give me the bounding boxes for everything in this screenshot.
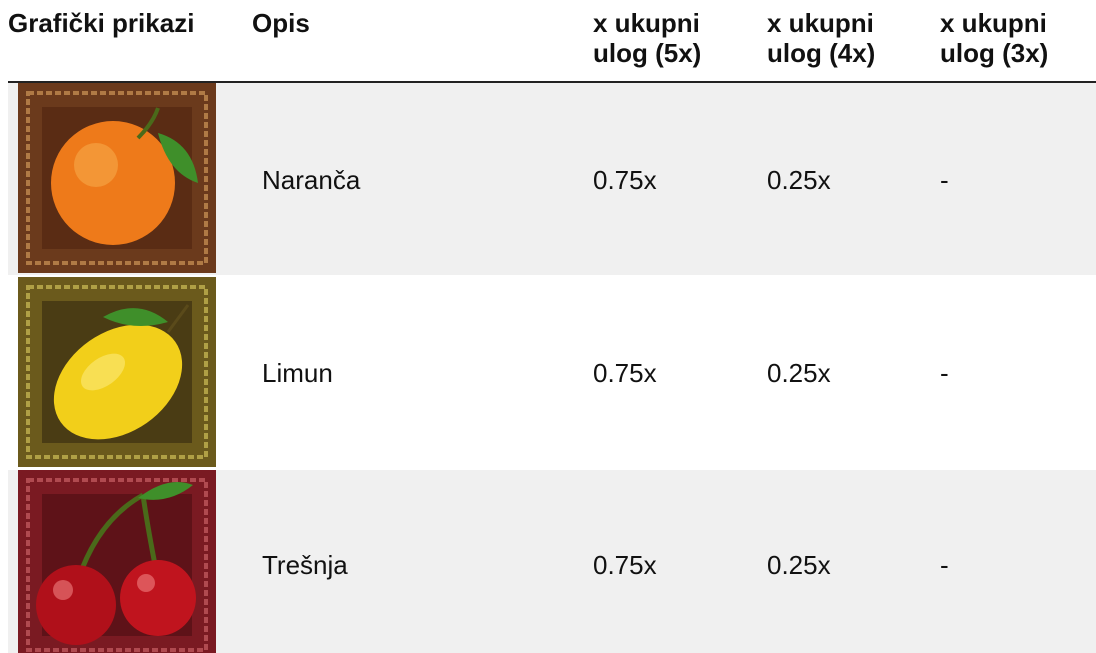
- cherry-icon: [18, 470, 216, 653]
- page: Grafički prikazi Opis x ukupni ulog (5x)…: [0, 0, 1096, 653]
- payout-3x: -: [940, 165, 949, 195]
- payout-4x: 0.25x: [767, 550, 831, 580]
- payout-5x: 0.75x: [593, 550, 657, 580]
- payout-5x: 0.75x: [593, 165, 657, 195]
- description: Limun: [262, 358, 333, 388]
- payout-3x: -: [940, 550, 949, 580]
- header-cell: x ukupni ulog (4x): [767, 8, 917, 68]
- header-cell: Grafički prikazi: [8, 8, 194, 38]
- description: Naranča: [262, 165, 360, 195]
- lemon-icon: [18, 277, 216, 467]
- header-cell: Opis: [252, 8, 310, 38]
- payout-4x: 0.25x: [767, 165, 831, 195]
- payout-5x: 0.75x: [593, 358, 657, 388]
- header-cell: x ukupni ulog (5x): [593, 8, 743, 68]
- payout-4x: 0.25x: [767, 358, 831, 388]
- orange-icon: [18, 83, 216, 273]
- description: Trešnja: [262, 550, 348, 580]
- header-cell: x ukupni ulog (3x): [940, 8, 1090, 68]
- payout-3x: -: [940, 358, 949, 388]
